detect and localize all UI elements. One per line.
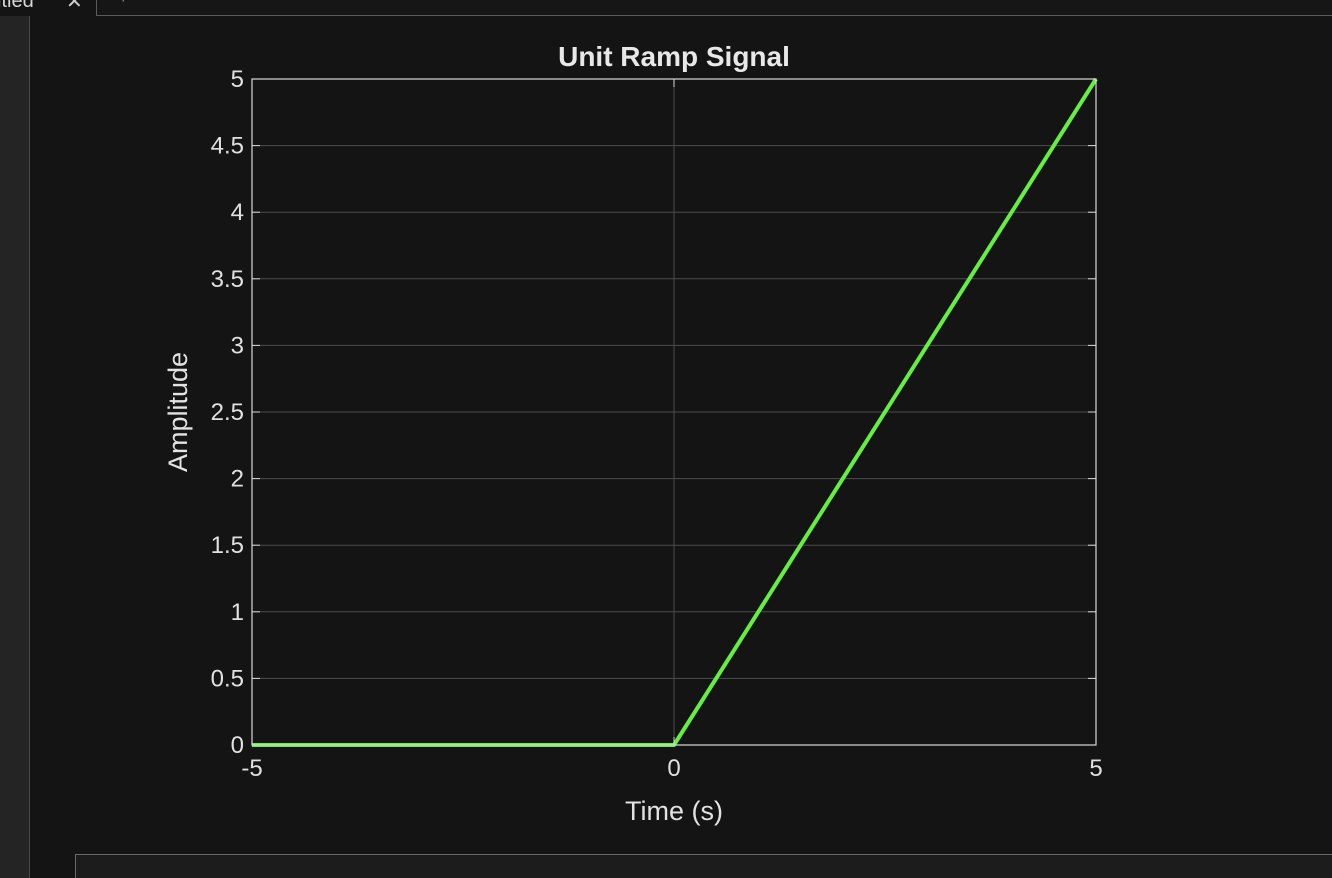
left-gutter — [0, 16, 30, 878]
grid — [252, 79, 1096, 745]
y-tick-label: 0.5 — [211, 665, 244, 692]
tab-strip: itled ✕ + — [0, 0, 1332, 16]
tab-strip-border — [97, 15, 1332, 16]
figure-panel: Unit Ramp Signal 0 0.5 1 1.5 2 2.5 3 3.5 4 4.5 5 -5… — [31, 16, 1332, 854]
x-axis-label: Time (s) — [625, 796, 723, 826]
y-tick-label: 0 — [231, 732, 244, 759]
add-tab-icon[interactable]: + — [118, 0, 129, 6]
tab-label: itled — [0, 0, 34, 12]
tab-untitled[interactable]: itled ✕ — [0, 0, 97, 16]
y-tick-label: 4.5 — [211, 133, 244, 160]
close-icon[interactable]: ✕ — [66, 0, 83, 13]
y-tick-label: 2.5 — [211, 399, 244, 426]
chart-title: Unit Ramp Signal — [558, 41, 790, 72]
tick-layer: 00.511.522.533.544.55-5 0 5 — [211, 66, 1103, 782]
y-tick-label: 5 — [231, 66, 244, 93]
x-tick-label: 5 — [1089, 755, 1102, 782]
y-axis-label: Amplitude — [163, 352, 193, 472]
y-tick-label: 2 — [231, 466, 244, 493]
y-tick-label: 1 — [231, 599, 244, 626]
y-tick-label: 3 — [231, 332, 244, 359]
x-tick-label: -5 — [241, 755, 262, 782]
y-tick-label: 1.5 — [211, 532, 244, 559]
y-tick-label: 4 — [231, 199, 244, 226]
y-tick-label: 3.5 — [211, 266, 244, 293]
bottom-panel — [75, 854, 1332, 878]
x-tick-label: 0 — [667, 755, 680, 782]
